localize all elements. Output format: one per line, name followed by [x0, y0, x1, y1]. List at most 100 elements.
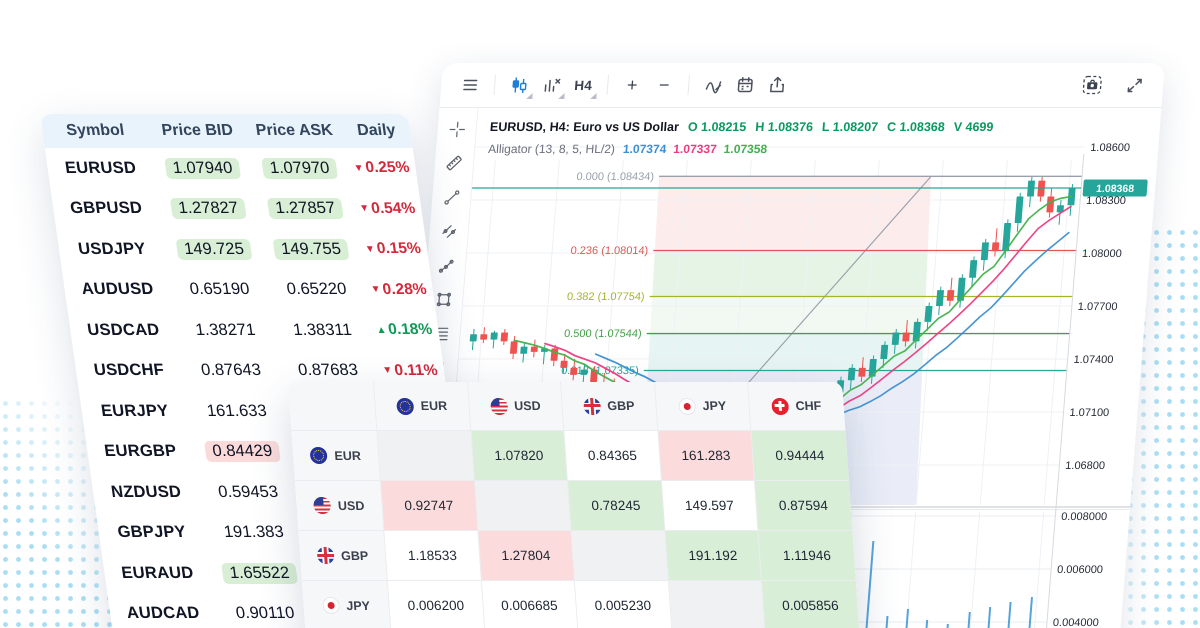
bid-value-cell: 0.87643	[181, 361, 282, 380]
matrix-cell: 1.11946	[758, 531, 856, 581]
ask-value: 0.87683	[296, 361, 360, 380]
svg-text:1.07400: 1.07400	[1073, 354, 1114, 366]
ask-value: 0.65220	[285, 280, 348, 299]
matrix-cell: 191.192	[664, 531, 762, 581]
col-symbol: Symbol	[65, 122, 126, 139]
matrix-row-header-jpy: JPY	[301, 581, 392, 628]
daily-change: ▼0.54%	[358, 199, 417, 217]
indicator-value: 1.07358	[723, 142, 768, 156]
gbp-flag-icon	[316, 547, 335, 564]
ohlc-l: L 1.08207	[821, 120, 879, 134]
quote-row[interactable]: AUDUSD 0.65190 0.65220 ▼0.28%	[62, 270, 436, 311]
chart-toolbar: H4 + −	[439, 63, 1165, 108]
daily-change: ▼0.15%	[364, 240, 423, 258]
bid-value-cell: 1.27827	[158, 198, 259, 220]
matrix-cell: 1.07820	[470, 431, 568, 481]
currency-matrix: EUR USD GBP JPY CHF EUR 1.07820 0.84365 161.283 0…	[288, 382, 863, 628]
toolbar-divider	[493, 75, 497, 95]
svg-text:1.06800: 1.06800	[1065, 460, 1106, 472]
usd-flag-icon	[489, 397, 508, 415]
zoom-in-icon[interactable]: +	[616, 70, 648, 100]
ask-value: 1.38311	[291, 320, 353, 339]
matrix-cell: 0.87594	[754, 481, 852, 531]
svg-text:1.07100: 1.07100	[1069, 407, 1110, 419]
matrix-row-header-eur: EUR	[291, 431, 381, 481]
jpy-flag-icon	[321, 597, 340, 614]
bid-value-cell: 0.84429	[192, 441, 293, 463]
svg-text:0.236 (1.08014): 0.236 (1.08014)	[570, 245, 648, 257]
timeframe-button[interactable]: H4	[567, 70, 599, 100]
matrix-cell	[571, 531, 669, 581]
up-arrow-icon: ▲	[375, 324, 388, 336]
ask-value-cell: 1.27857	[256, 198, 355, 220]
quote-row[interactable]: EURUSD 1.07940 1.07970 ▼0.25%	[45, 148, 419, 189]
svg-text:0.006000: 0.006000	[1057, 564, 1104, 576]
matrix-col-label: CHF	[795, 399, 822, 413]
matrix-cell: 1.18533	[384, 531, 482, 581]
screenshot-camera-icon[interactable]	[1076, 70, 1108, 100]
chf-flag-icon	[770, 397, 790, 415]
menu-icon[interactable]	[454, 70, 486, 100]
matrix-col-header-gbp: GBP	[561, 382, 658, 431]
jpy-flag-icon	[678, 397, 697, 415]
matrix-row-header-gbp: GBP	[298, 531, 388, 581]
quote-symbol: EURJPY	[99, 401, 170, 420]
polyline-icon[interactable]	[434, 254, 458, 276]
matrix-cell: 0.006685	[481, 581, 579, 628]
quote-symbol: AUDCAD	[125, 604, 201, 623]
bid-value: 191.383	[222, 523, 285, 542]
matrix-col-label: JPY	[702, 399, 727, 413]
matrix-cell	[474, 481, 572, 531]
matrix-cell: 0.006200	[387, 581, 485, 628]
quote-row[interactable]: USDJPY 149.725 149.755 ▼0.15%	[56, 229, 430, 270]
down-arrow-icon: ▼	[369, 284, 382, 296]
quote-symbol: EURAUD	[120, 563, 195, 582]
ohlc-values: O 1.08215 H 1.08376 L 1.08207 C 1.08368 V 46…	[687, 120, 994, 134]
matrix-col-header-usd: USD	[467, 382, 565, 431]
toolbar-divider	[606, 75, 610, 95]
matrix-col-label: USD	[513, 399, 542, 413]
bid-value-cell: 1.07940	[152, 157, 253, 179]
matrix-grid: EUR USD GBP JPY CHF EUR 1.07820 0.84365 161.283 0…	[288, 382, 859, 628]
bid-value: 149.725	[175, 238, 253, 260]
daily-change: ▼0.11%	[381, 361, 439, 379]
rectangle-shape-icon[interactable]	[432, 288, 456, 310]
matrix-cell: 0.92747	[380, 481, 478, 531]
share-icon[interactable]	[761, 70, 793, 100]
crosshair-icon[interactable]	[445, 118, 469, 140]
bid-value-cell: 0.59453	[198, 483, 299, 502]
zoom-out-icon[interactable]: −	[648, 70, 680, 100]
calendar-icon[interactable]	[729, 70, 761, 100]
timeframe-label: H4	[573, 77, 593, 93]
down-arrow-icon: ▼	[381, 365, 394, 377]
daily-change: ▲0.18%	[375, 321, 434, 339]
quote-symbol: GBPJPY	[116, 523, 188, 542]
usd-flag-icon	[313, 497, 332, 514]
ruler-icon[interactable]	[442, 152, 466, 174]
matrix-cell: 149.597	[661, 481, 759, 531]
svg-text:0.000 (1.08434): 0.000 (1.08434)	[576, 171, 654, 183]
candlestick-style-icon[interactable]	[503, 70, 535, 100]
svg-text:0.008000: 0.008000	[1061, 511, 1108, 523]
indicator-value: 1.07374	[622, 142, 667, 156]
parallel-channel-icon[interactable]	[437, 220, 461, 242]
zoom-in-label: +	[626, 75, 639, 95]
ask-value: 1.07970	[261, 157, 338, 179]
bid-value: 1.07940	[164, 157, 241, 179]
matrix-cell: 0.78245	[567, 481, 665, 531]
quote-row[interactable]: USDCAD 1.38271 1.38311 ▲0.18%	[68, 310, 442, 351]
matrix-corner-cell	[288, 382, 378, 431]
indicators-icon[interactable]	[535, 70, 567, 100]
ask-value-cell: 149.755	[262, 238, 361, 260]
indicator-label: Alligator (13, 8, 5, HL/2)	[487, 142, 616, 156]
fullscreen-icon[interactable]	[1118, 70, 1150, 100]
matrix-cell: 0.005856	[761, 581, 859, 628]
bid-value: 1.38271	[194, 320, 257, 339]
trend-line-icon[interactable]	[440, 186, 464, 208]
quote-symbol: AUDUSD	[80, 280, 155, 299]
objects-icon[interactable]	[697, 70, 729, 100]
daily-change: ▼0.28%	[369, 280, 428, 298]
ask-value-cell: 1.07970	[250, 157, 349, 179]
quote-row[interactable]: GBPUSD 1.27827 1.27857 ▼0.54%	[50, 189, 424, 230]
quote-symbol: USDCHF	[92, 361, 166, 380]
